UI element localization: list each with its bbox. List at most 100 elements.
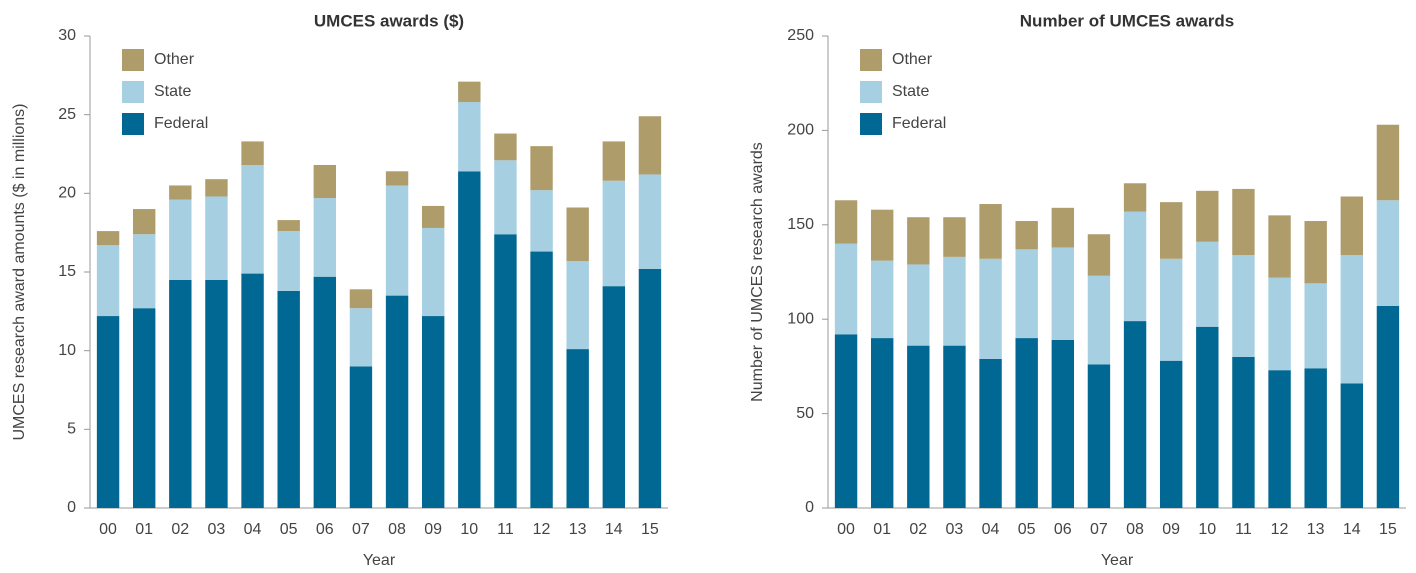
bar (602, 180, 626, 287)
bar (349, 289, 373, 309)
x-tick-label: 10 (1198, 521, 1216, 538)
bar (421, 227, 445, 317)
x-tick-label: 00 (99, 521, 117, 538)
legend-label: State (154, 83, 191, 100)
y-tick-label: 0 (67, 499, 76, 516)
bar (205, 179, 228, 197)
legend-swatch (860, 81, 882, 103)
x-tick-label: 15 (641, 521, 659, 538)
y-axis-label: Number of UMCES research awards (749, 142, 766, 402)
y-tick-label: 5 (67, 421, 76, 438)
bar (1376, 124, 1400, 201)
bar (566, 207, 589, 261)
bar (385, 295, 409, 508)
bar (1196, 241, 1219, 327)
bar (1232, 356, 1255, 508)
bar (421, 205, 445, 228)
bar (385, 171, 409, 186)
bar (169, 279, 192, 508)
bar (1232, 255, 1255, 357)
bar (979, 258, 1002, 359)
bar (870, 338, 894, 508)
x-tick-label: 11 (497, 521, 514, 538)
x-tick-label: 13 (1307, 521, 1325, 538)
x-tick-label: 14 (605, 521, 623, 538)
chart-title: Number of UMCES awards (1020, 11, 1234, 30)
bar (834, 334, 858, 508)
y-tick-label: 150 (787, 216, 814, 233)
y-tick-label: 50 (796, 405, 814, 422)
legend-label: Federal (892, 115, 946, 132)
bar (943, 217, 966, 257)
x-tick-label: 11 (1235, 521, 1252, 538)
bar (602, 141, 626, 181)
x-tick-label: 01 (873, 521, 891, 538)
legend-swatch (860, 113, 882, 135)
x-tick-label: 03 (946, 521, 964, 538)
bar (1123, 321, 1147, 508)
x-tick-label: 05 (1018, 521, 1036, 538)
y-tick-label: 0 (805, 499, 814, 516)
bar (1123, 183, 1147, 212)
bar (313, 276, 337, 508)
bar (1087, 364, 1111, 508)
bar (1159, 258, 1183, 361)
bar (458, 81, 481, 103)
bar (907, 264, 930, 346)
bar (421, 316, 445, 508)
legend-swatch (122, 81, 144, 103)
legend-swatch (860, 49, 882, 71)
bar (1159, 360, 1183, 508)
bar (834, 200, 858, 244)
x-tick-label: 02 (171, 521, 189, 538)
legend-label: Other (154, 51, 195, 68)
bar (494, 160, 517, 235)
bar (638, 268, 662, 508)
bar (1196, 190, 1219, 242)
bar (638, 174, 662, 269)
x-tick-label: 15 (1379, 521, 1397, 538)
bar (96, 316, 120, 508)
y-tick-label: 200 (787, 122, 814, 139)
x-tick-label: 02 (909, 521, 927, 538)
bar (1123, 211, 1147, 322)
x-tick-label: 05 (280, 521, 298, 538)
bar (169, 185, 192, 200)
bar (241, 273, 264, 508)
bar (907, 217, 930, 265)
x-tick-label: 09 (424, 521, 442, 538)
bar (458, 171, 481, 508)
y-tick-label: 30 (58, 27, 76, 44)
bar (132, 234, 156, 309)
legend-label: Other (892, 51, 933, 68)
bar (349, 366, 373, 508)
x-tick-label: 00 (837, 521, 855, 538)
bar (241, 141, 264, 166)
bar (1232, 188, 1255, 256)
bar (1340, 383, 1364, 508)
bar (313, 165, 337, 199)
bar (1340, 196, 1364, 256)
bar (530, 146, 553, 191)
x-tick-label: 08 (388, 521, 406, 538)
x-tick-label: 03 (208, 521, 226, 538)
bar (132, 209, 156, 235)
bar (494, 133, 517, 161)
bar (458, 102, 481, 172)
bar (1015, 249, 1038, 339)
bar (638, 116, 662, 175)
x-tick-label: 10 (460, 521, 478, 538)
x-tick-label: 04 (244, 521, 262, 538)
bar (494, 234, 517, 509)
bar (979, 204, 1002, 259)
chart-title: UMCES awards ($) (314, 11, 464, 30)
bar (132, 308, 156, 508)
y-tick-label: 20 (58, 185, 76, 202)
bar (241, 165, 264, 274)
x-axis-label: Year (1101, 552, 1134, 569)
bar (1304, 368, 1327, 508)
bar (277, 290, 300, 508)
bar (205, 196, 228, 280)
bar (1268, 277, 1291, 371)
